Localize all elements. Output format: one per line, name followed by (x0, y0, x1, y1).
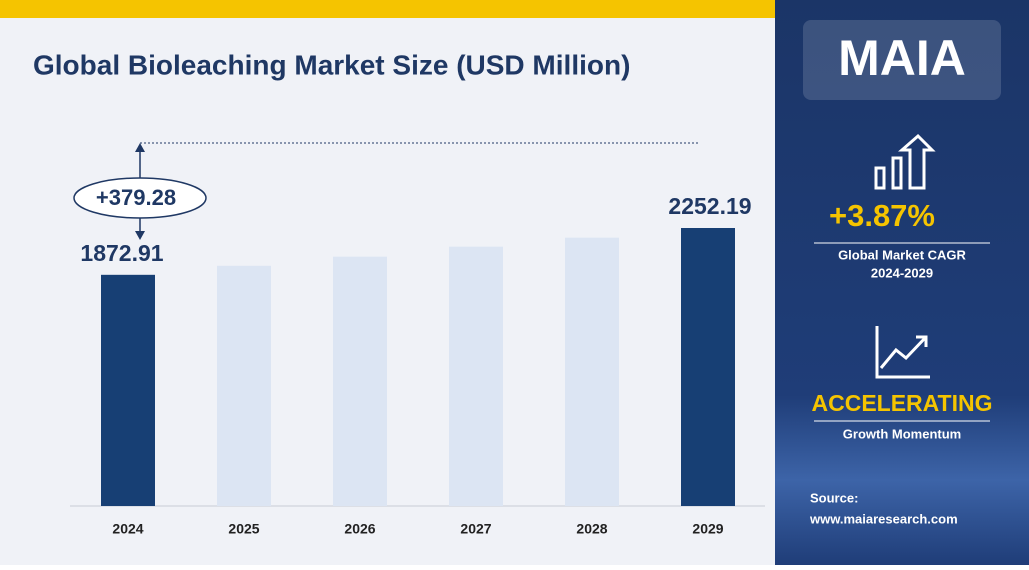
sidebar (775, 0, 1029, 565)
cagr-label: Global Market CAGR (838, 247, 966, 262)
brand-box (803, 20, 1001, 100)
bar (101, 274, 155, 506)
trend-icon (875, 326, 930, 379)
x-tick-label: 2026 (344, 521, 375, 537)
source-label: Source: (810, 490, 858, 505)
chart-title: Global Bioleaching Market Size (USD Mill… (33, 49, 630, 80)
bar (681, 228, 735, 506)
value-label: 2252.19 (668, 193, 751, 219)
annotation-bubble (73, 177, 207, 219)
annotation: +379.28 (96, 185, 176, 210)
growth-icon (874, 133, 936, 190)
cagr: +3.87% (829, 198, 935, 233)
momentum: ACCELERATING (811, 390, 992, 416)
cagr-period: 2024-2029 (871, 265, 933, 280)
bar (565, 237, 619, 506)
momentum-label: Growth Momentum (843, 426, 961, 441)
bar (449, 246, 503, 506)
x-tick-label: 2029 (692, 521, 723, 537)
brand: MAIA (838, 30, 966, 86)
bar (333, 256, 387, 506)
x-tick-label: 2025 (228, 521, 259, 537)
x-tick-label: 2028 (576, 521, 607, 537)
x-tick-label: 2024 (112, 521, 143, 537)
source-url: www.maiaresearch.com (809, 511, 958, 526)
x-tick-label: 2027 (460, 521, 491, 537)
value-label: 1872.91 (80, 240, 163, 266)
top-strip (0, 0, 775, 18)
bar (217, 265, 271, 506)
